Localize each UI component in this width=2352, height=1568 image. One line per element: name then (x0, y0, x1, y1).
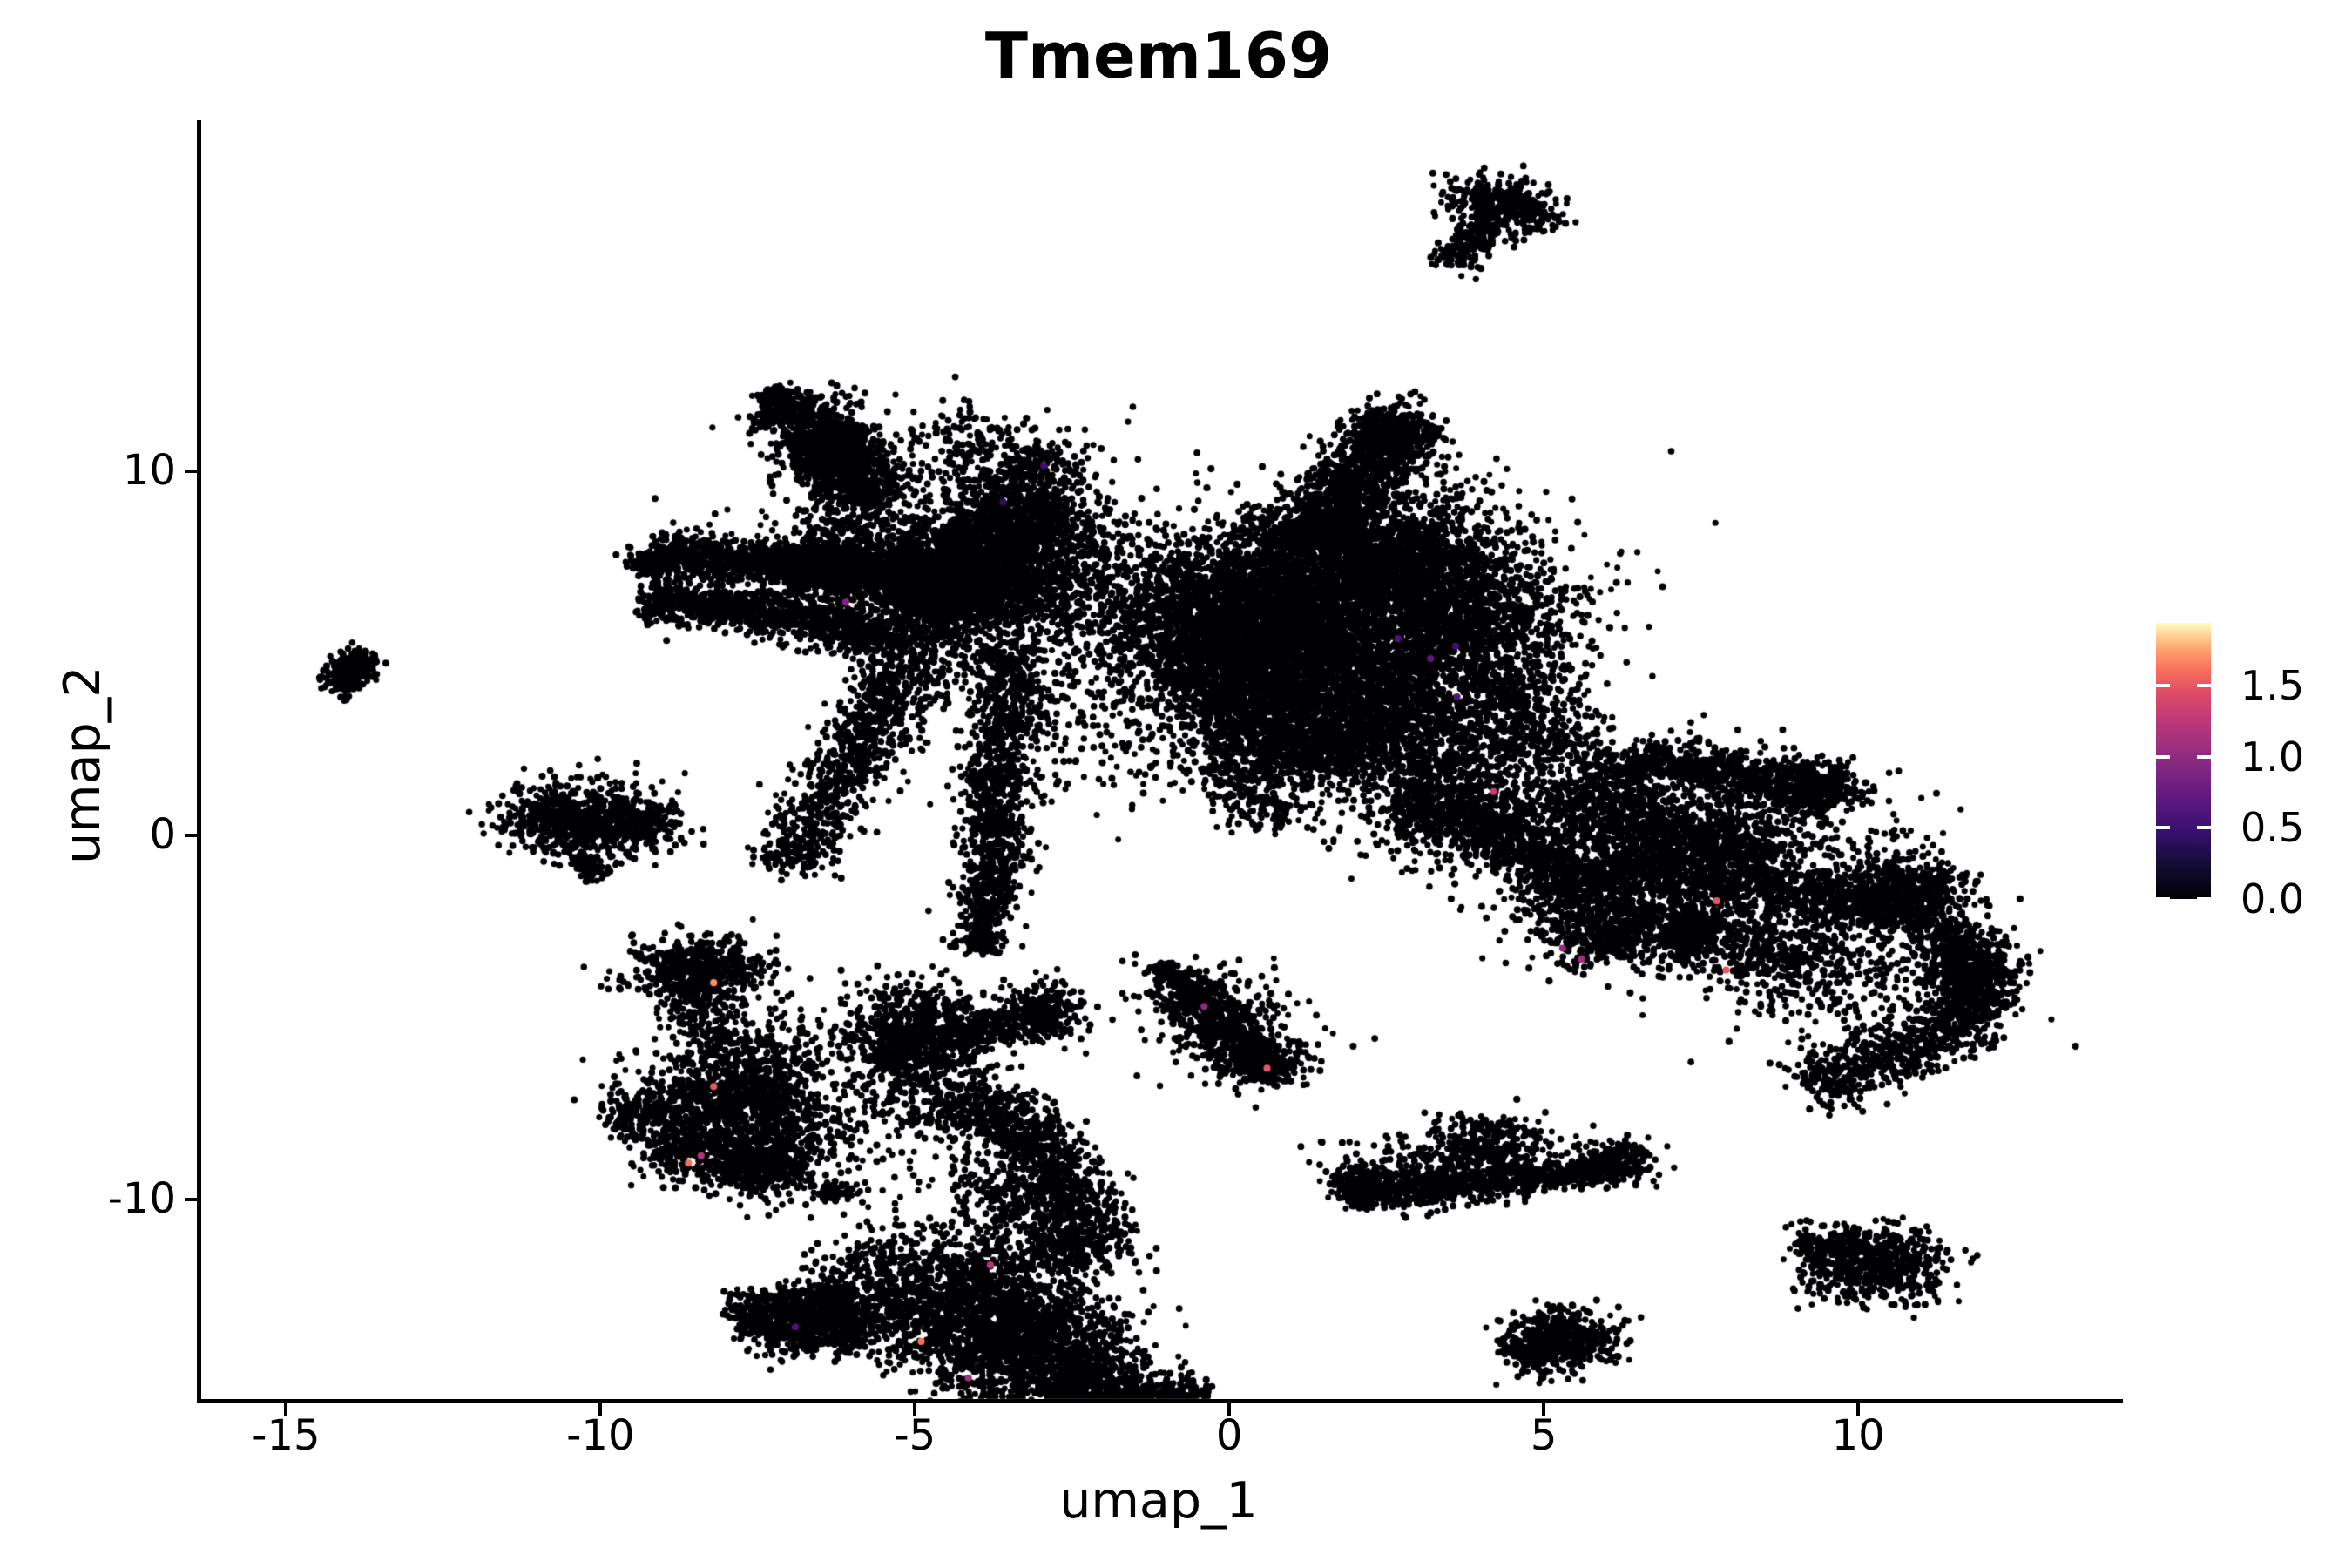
y-tick (185, 833, 198, 837)
colorbar-tick (2156, 897, 2170, 901)
x-tick (1542, 1403, 1546, 1416)
colorbar-tick-label: 1.0 (2240, 733, 2305, 781)
y-axis-line (197, 120, 201, 1403)
x-axis-line (197, 1399, 2123, 1403)
x-tick-label: -5 (894, 1411, 936, 1460)
x-tick-label: 0 (1215, 1411, 1243, 1460)
colorbar-tick (2156, 826, 2170, 830)
colorbar-tick (2156, 754, 2170, 759)
x-tick-label: 5 (1530, 1411, 1558, 1460)
x-tick-label: 10 (1831, 1411, 1885, 1460)
colorbar-tick (2197, 683, 2211, 687)
colorbar-tick (2197, 826, 2211, 830)
colorbar-tick (2156, 683, 2170, 687)
x-tick (913, 1403, 917, 1416)
x-tick (1856, 1403, 1861, 1416)
x-axis-label: umap_1 (1059, 1472, 1258, 1530)
x-tick-label: -15 (252, 1411, 321, 1460)
x-tick (598, 1403, 603, 1416)
colorbar-tick-label: 1.5 (2240, 661, 2305, 709)
x-tick-label: -10 (566, 1411, 635, 1460)
y-tick (185, 469, 198, 473)
y-tick (185, 1197, 198, 1201)
y-tick-label: 0 (149, 809, 176, 859)
x-tick (284, 1403, 288, 1416)
y-axis-label: umap_2 (54, 666, 112, 864)
y-tick-label: 10 (122, 445, 176, 495)
colorbar-tick (2197, 754, 2211, 759)
colorbar-tick (2197, 897, 2211, 901)
colorbar-gradient (2156, 623, 2211, 901)
colorbar-tick-label: 0.5 (2240, 804, 2305, 852)
colorbar-tick-label: 0.0 (2240, 875, 2305, 923)
y-tick-label: -10 (107, 1173, 176, 1223)
x-tick (1227, 1403, 1232, 1416)
